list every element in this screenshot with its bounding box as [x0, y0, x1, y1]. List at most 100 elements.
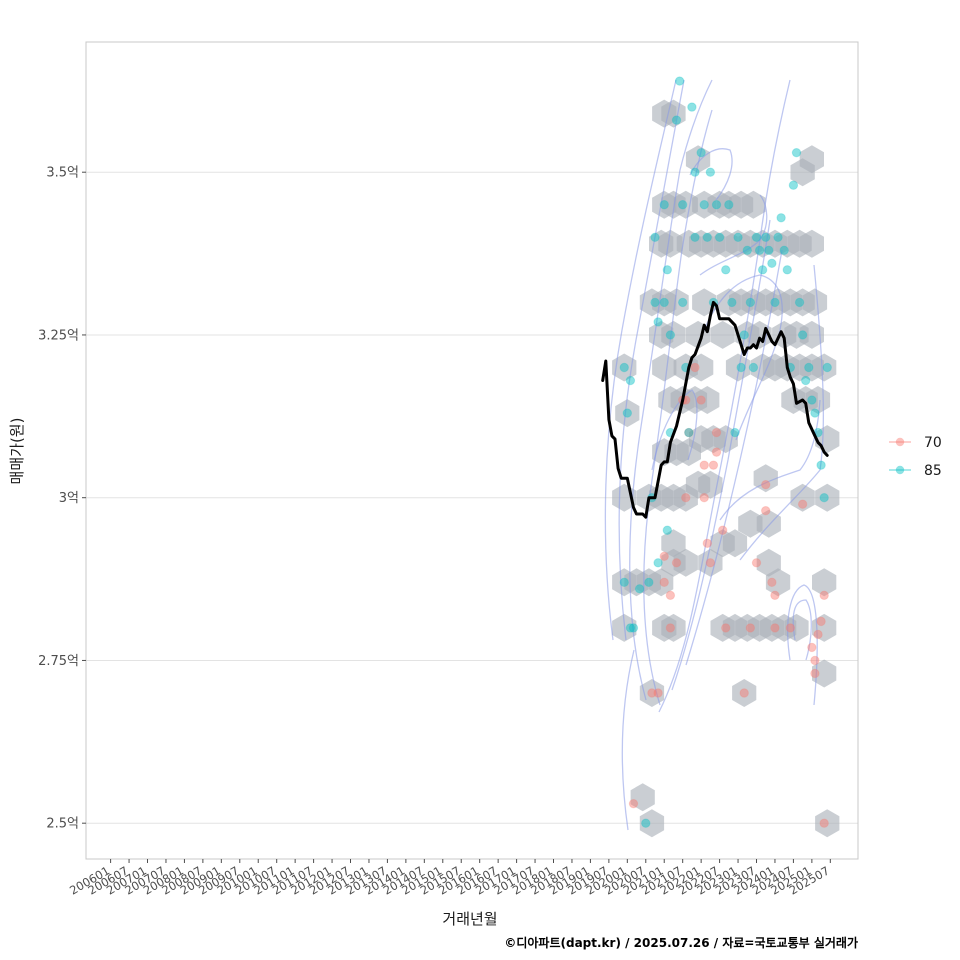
hexbin: [799, 320, 824, 349]
density-contour: [739, 264, 825, 561]
point-70: [708, 460, 719, 470]
hexbin: [756, 509, 781, 538]
point-70: [671, 558, 682, 568]
point-85: [776, 213, 786, 223]
y-tick-label: 2.5억: [46, 817, 79, 832]
point-70: [690, 362, 700, 373]
point-85: [690, 232, 700, 242]
density-contours: [604, 79, 825, 831]
y-axis-title: 매매가(원): [8, 418, 26, 485]
y-tick-label: 3.5억: [46, 166, 79, 181]
hexbin: [784, 613, 809, 642]
density-contour: [792, 599, 812, 661]
point-70: [665, 590, 676, 601]
point-85: [782, 265, 792, 275]
point-85: [687, 102, 697, 112]
density-contour: [699, 274, 783, 441]
hexbin: [661, 320, 686, 349]
density-contour: [658, 79, 791, 713]
point-70: [767, 577, 777, 588]
hexbin: [698, 470, 723, 499]
point-70: [711, 447, 722, 457]
density-contour: [629, 79, 713, 701]
point-70: [659, 577, 669, 588]
point-85: [677, 297, 688, 308]
plot-border: [85, 41, 859, 860]
point-85: [773, 232, 783, 242]
point-85: [659, 200, 669, 210]
legend: 70 85: [889, 435, 942, 479]
point-85: [804, 362, 814, 373]
hexbin: [630, 783, 655, 812]
density-contour: [719, 399, 821, 521]
hexbin: [649, 568, 674, 597]
point-85: [822, 362, 832, 373]
hexbin: [799, 229, 824, 258]
y-tick-label: 2.75억: [38, 654, 79, 669]
point-70: [810, 668, 820, 679]
density-contour: [685, 249, 783, 666]
point-70: [819, 590, 829, 601]
trend-line: [601, 300, 829, 519]
hexbin: [765, 568, 791, 597]
point-85: [779, 245, 789, 256]
point-85: [696, 147, 706, 158]
hexbin: [661, 613, 686, 642]
point-85: [644, 577, 654, 588]
hexbin: [812, 659, 837, 688]
point-70: [761, 506, 771, 516]
point-85: [650, 232, 660, 242]
hexbin: [685, 145, 711, 174]
point-85: [662, 525, 673, 535]
density-contour: [651, 389, 698, 471]
point-70: [628, 798, 639, 809]
hexbin: [664, 288, 689, 317]
point-70: [770, 623, 780, 633]
point-85: [699, 200, 709, 210]
point-85: [721, 265, 731, 275]
density-contour: [699, 194, 768, 276]
point-85: [801, 375, 811, 386]
legend-label: 70: [924, 435, 942, 451]
y-tick-label: 3.25억: [38, 328, 79, 343]
hexbin: [741, 190, 766, 219]
hexbin: [639, 809, 665, 838]
point-85: [748, 362, 759, 373]
point-85: [751, 232, 762, 242]
density-contour: [643, 109, 713, 706]
hexbin: [673, 548, 698, 577]
point-85: [662, 265, 673, 275]
point-70: [705, 558, 716, 568]
point-85: [739, 330, 749, 340]
hexbin: [802, 288, 828, 317]
point-85: [791, 147, 802, 158]
point-85: [767, 258, 777, 269]
points-layer: [619, 76, 832, 828]
point-70: [721, 623, 731, 633]
point-85: [625, 623, 636, 633]
y-tick-label: 3억: [59, 491, 79, 506]
legend-key-point: [895, 437, 905, 447]
point-70: [717, 525, 728, 535]
density-contour: [621, 649, 635, 831]
point-70: [699, 460, 709, 470]
point-85: [641, 818, 651, 828]
hexbin: [790, 483, 815, 512]
point-85: [653, 317, 663, 327]
y-axis: 2.5억 2.75억 3억 3.25억 3.5억: [38, 166, 86, 832]
density-contour: [787, 584, 818, 706]
point-85: [770, 297, 780, 308]
density-contour: [618, 79, 685, 641]
point-70: [745, 623, 756, 633]
point-85: [628, 623, 639, 633]
hexbin: [695, 386, 720, 414]
hexbin: [756, 548, 781, 577]
density-contour: [689, 148, 733, 201]
point-85: [807, 395, 817, 405]
point-85: [724, 200, 734, 210]
point-85: [671, 115, 682, 125]
point-85: [819, 492, 829, 503]
point-85: [816, 460, 826, 470]
hexbin: [710, 320, 735, 349]
